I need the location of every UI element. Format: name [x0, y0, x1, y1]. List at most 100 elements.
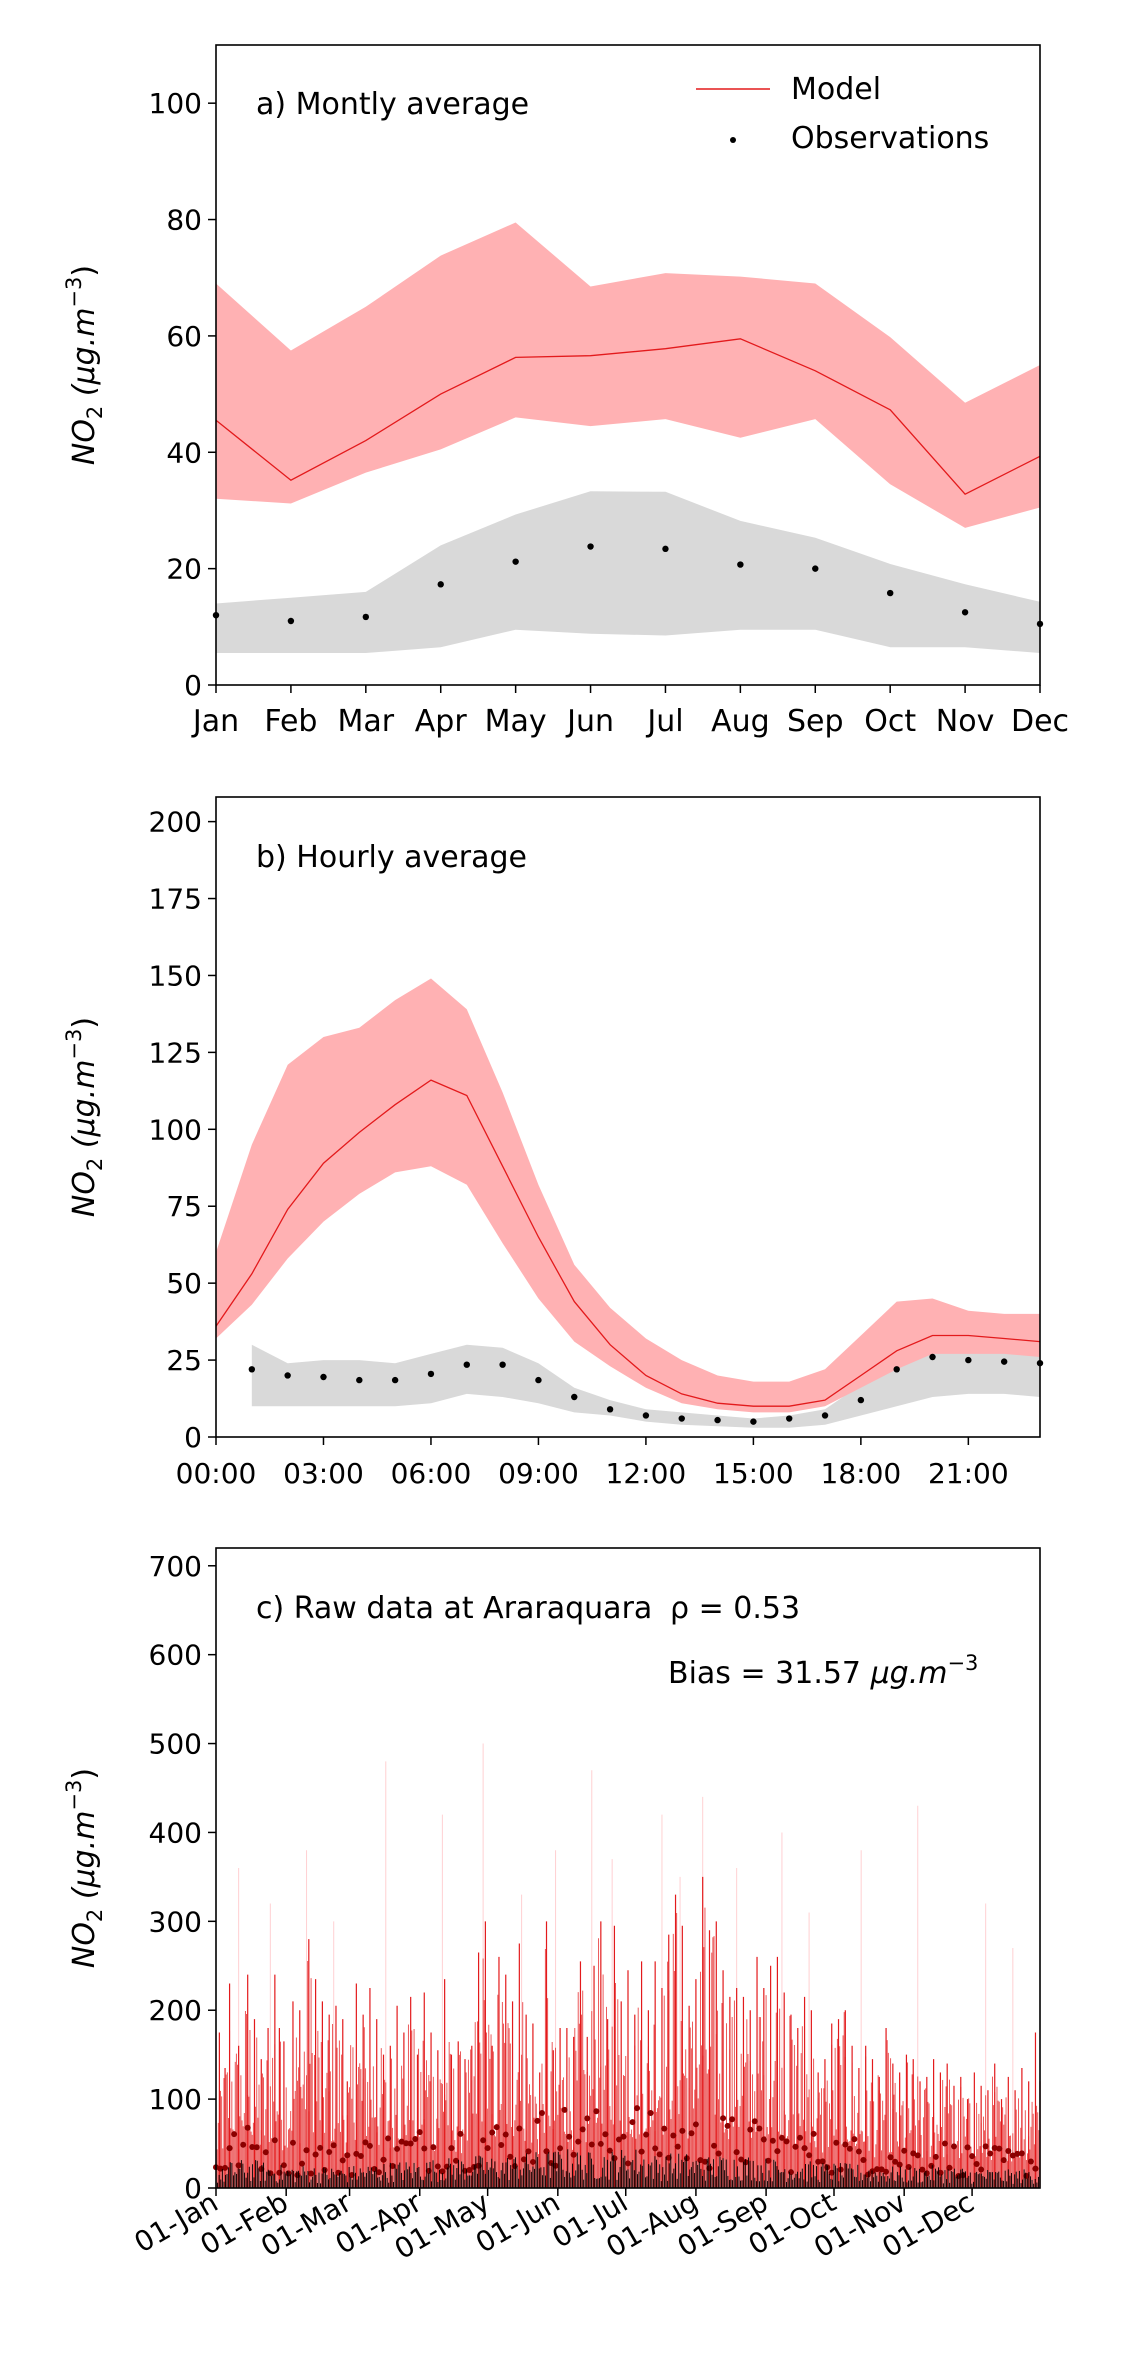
- raw-data-y-tick-label: 500: [149, 1728, 202, 1761]
- observation-hourly-point: [330, 2142, 337, 2149]
- observation-hourly-point: [412, 2136, 419, 2143]
- observation-hourly-point: [996, 2145, 1003, 2152]
- observation-hourly-point: [1005, 2147, 1012, 2154]
- observation-hourly-point: [656, 2151, 663, 2158]
- observation-hourly-point: [869, 2168, 876, 2175]
- observation-hourly-point: [638, 2148, 645, 2155]
- observation-hourly-point: [579, 2126, 586, 2133]
- observation-hourly-point: [960, 2172, 967, 2179]
- observation-hourly-point: [507, 2153, 514, 2160]
- monthly-average-x-tick-label: Dec: [1011, 704, 1069, 739]
- observation-hourly-point: [303, 2147, 310, 2154]
- observation-hourly-point: [262, 2149, 269, 2156]
- raw-data-y-axis-label: NO2 (μg.m−3): [62, 1768, 107, 1968]
- observation-hourly-point: [566, 2133, 573, 2140]
- monthly-average-panel: 0 20 40 60 80 100 Jan Feb Mar Apr May Jun Jul Aug Sep…: [62, 44, 1069, 739]
- observation-hourly-point: [787, 2169, 794, 2176]
- observation-hourly-point: [783, 2138, 790, 2145]
- observation-point: [571, 1393, 578, 1401]
- raw-data-y-tick-label: 300: [149, 1905, 202, 1938]
- raw-data-annotation: c) Raw data at Araraquara: [256, 1591, 652, 1626]
- hourly-average-y-tick-label: 150: [149, 959, 202, 992]
- observation-hourly-point: [222, 2164, 229, 2171]
- observation-hourly-point: [240, 2141, 247, 2148]
- observation-hourly-point: [226, 2145, 233, 2152]
- observation-hourly-point: [280, 2162, 287, 2169]
- observation-point: [287, 617, 295, 625]
- observation-hourly-point: [932, 2153, 939, 2160]
- observation-hourly-point: [548, 2160, 555, 2167]
- observation-point: [737, 561, 744, 568]
- hourly-average-y-tick-label: 50: [166, 1267, 202, 1300]
- observation-hourly-point: [597, 2140, 604, 2147]
- raw-data-y-tick-label: 700: [149, 1550, 202, 1583]
- observation-hourly-point: [697, 2157, 704, 2164]
- hourly-average-x-ticks: 00:00 03:00 06:00 09:00 12:00 15:00 18:00 21:00: [176, 1437, 1009, 1490]
- legend: Model Observations: [696, 72, 989, 156]
- observation-hourly-point: [973, 2160, 980, 2167]
- observation-hourly-point: [249, 2144, 256, 2151]
- observation-hourly-point: [385, 2135, 392, 2142]
- observation-hourly-point: [842, 2141, 849, 2148]
- observation-point: [248, 1366, 256, 1373]
- observation-hourly-point: [407, 2140, 414, 2147]
- observation-hourly-point: [606, 2147, 613, 2154]
- observation-hourly-point: [629, 2119, 636, 2126]
- monthly-average-y-axis-label: NO2 (μg.m−3): [62, 265, 107, 465]
- observation-point: [678, 1415, 685, 1422]
- monthly-average-y-ticks: 0 20 40 60 80 100: [149, 87, 216, 702]
- observation-hourly-point: [326, 2148, 333, 2155]
- hourly-average-panel: 0 25 50 75 100 125 150 175 200 00:00 03:00 06:00 09…: [62, 796, 1044, 1490]
- observation-hourly-point: [430, 2144, 437, 2151]
- observation-point: [857, 1396, 865, 1404]
- hourly-average-y-tick-label: 100: [149, 1113, 202, 1146]
- observation-hourly-point: [452, 2157, 459, 2164]
- hourly-average-y-tick-label: 125: [149, 1036, 202, 1069]
- observation-hourly-point: [928, 2162, 935, 2169]
- observation-hourly-point: [711, 2142, 718, 2149]
- observation-hourly-point: [620, 2133, 627, 2140]
- observation-hourly-point: [819, 2158, 826, 2165]
- observation-hourly-point: [398, 2138, 405, 2145]
- monthly-average-y-tick-label: 0: [184, 669, 202, 702]
- observation-hourly-point: [810, 2130, 817, 2137]
- monthly-average-x-tick-label: Jul: [645, 704, 683, 739]
- observation-hourly-point: [235, 2162, 242, 2169]
- observation-hourly-point: [253, 2144, 260, 2151]
- observation-hourly-point: [923, 2170, 930, 2177]
- observation-hourly-point: [615, 2136, 622, 2143]
- observation-hourly-point: [389, 2163, 396, 2170]
- observation-hourly-point: [520, 2156, 527, 2163]
- observation-hourly-point: [792, 2143, 799, 2150]
- observation-hourly-point: [375, 2169, 382, 2176]
- hourly-average-axes-frame: [215, 796, 1041, 1438]
- observation-hourly-point: [860, 2157, 867, 2164]
- observation-hourly-point: [715, 2150, 722, 2157]
- observation-hourly-point: [561, 2106, 568, 2113]
- hourly-average-y-tick-label: 175: [149, 883, 202, 916]
- observation-hourly-point: [394, 2145, 401, 2152]
- monthly-average-x-ticks: Jan Feb Mar Apr May Jun Jul Aug Sep Oct Nov Dec: [191, 685, 1069, 739]
- monthly-average-y-tick-label: 100: [149, 87, 202, 120]
- observation-hourly-point: [643, 2131, 650, 2138]
- observation-hourly-point: [475, 2162, 482, 2169]
- observation-hourly-point: [851, 2136, 858, 2143]
- observation-hourly-point: [357, 2153, 364, 2160]
- observation-hourly-point: [434, 2163, 441, 2170]
- monthly-average-x-tick-label: Aug: [711, 704, 770, 739]
- observation-hourly-point: [778, 2134, 785, 2141]
- observation-hourly-point: [892, 2158, 899, 2165]
- observation-point: [893, 1366, 900, 1373]
- observation-hourly-point: [864, 2171, 871, 2178]
- observation-point: [786, 1415, 793, 1422]
- observation-hourly-point: [570, 2151, 577, 2158]
- observation-point: [886, 589, 894, 597]
- observation-hourly-point: [457, 2130, 464, 2137]
- observation-point: [362, 613, 370, 621]
- observation-hourly-point: [593, 2108, 600, 2115]
- monthly-average-x-tick-label: Sep: [787, 704, 844, 739]
- observation-hourly-point: [946, 2164, 953, 2171]
- observation-hourly-point: [1018, 2150, 1025, 2157]
- observation-hourly-point: [887, 2154, 894, 2161]
